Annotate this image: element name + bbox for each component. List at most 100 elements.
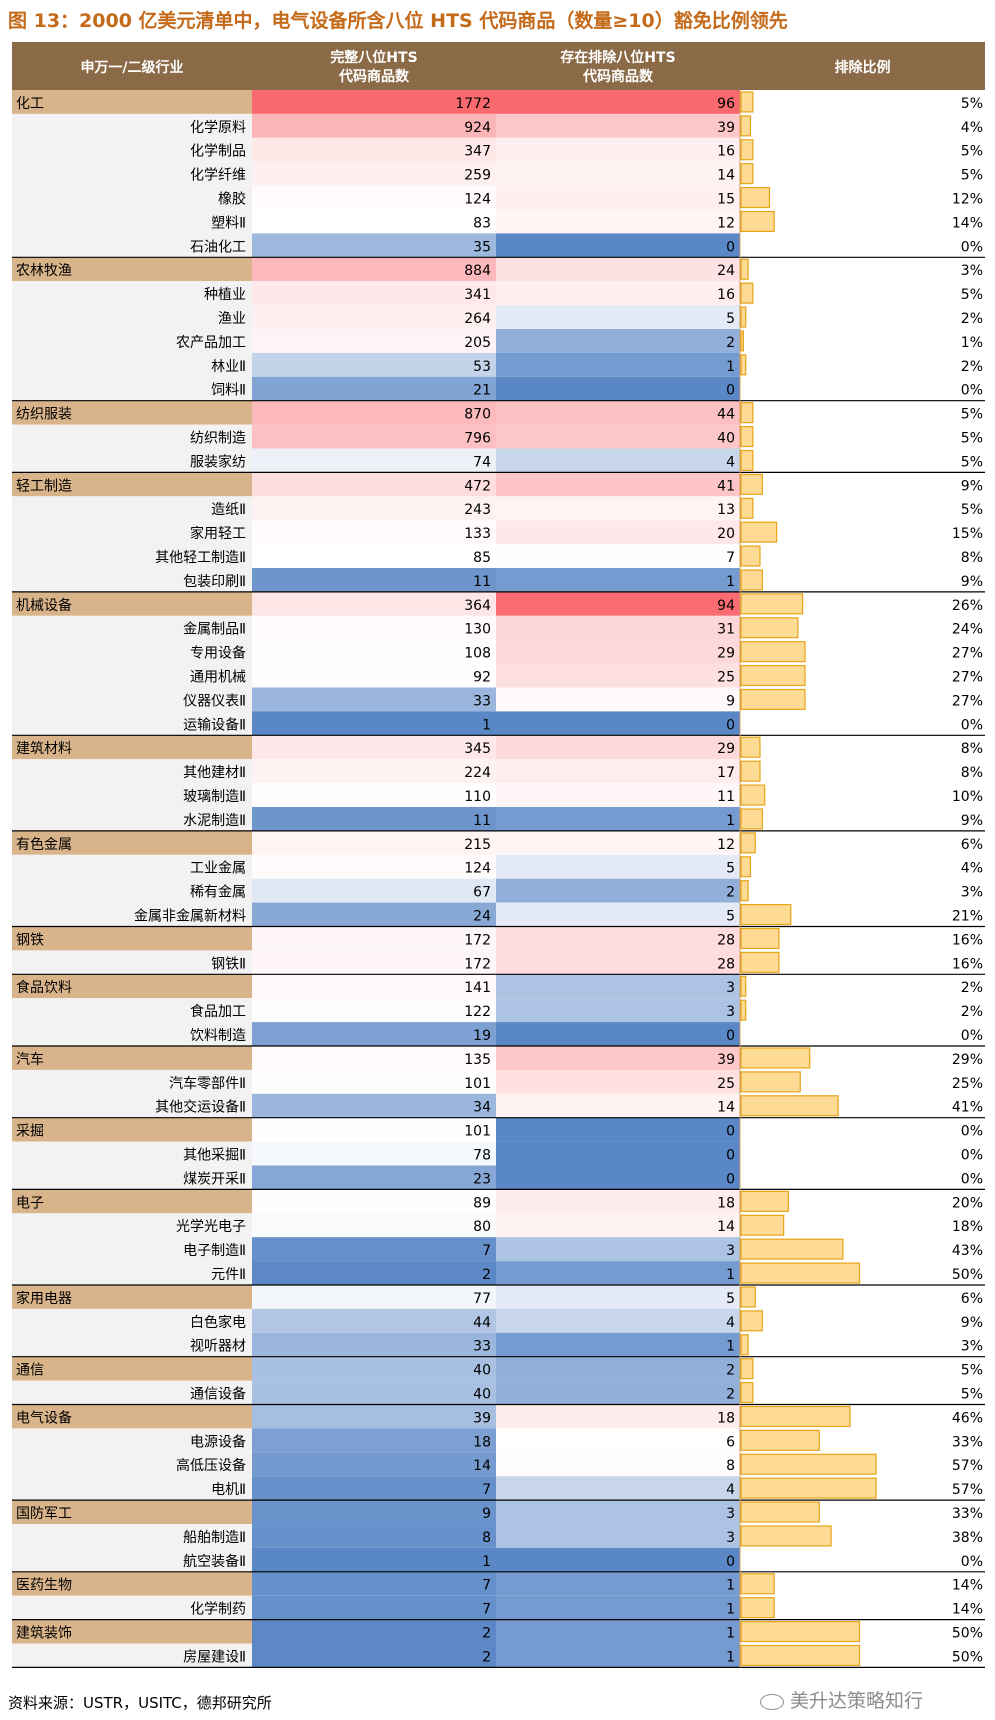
total-cell [252, 1332, 496, 1357]
ratio-bar [740, 903, 792, 926]
total-value: 18 [473, 1434, 491, 1450]
ratio-value: 12% [952, 192, 983, 208]
industry-label: 橡胶 [218, 191, 246, 208]
total-value: 345 [464, 741, 491, 757]
total-cell [252, 1093, 496, 1118]
total-value: 364 [464, 598, 491, 614]
industry-cell [12, 257, 252, 282]
ratio-bar [740, 1620, 861, 1643]
total-cell [252, 1547, 496, 1572]
ratio-value: 33% [952, 1506, 983, 1522]
ratio-value: 2% [961, 311, 983, 327]
excluded-cell [496, 663, 740, 688]
total-cell [252, 615, 496, 640]
excluded-value: 3 [726, 1530, 735, 1546]
ratio-bar [740, 927, 780, 949]
total-cell [252, 735, 496, 760]
excluded-cell [496, 950, 740, 975]
industry-cell [12, 161, 252, 186]
industry-cell [12, 1595, 252, 1620]
ratio-value: 14% [952, 1602, 983, 1618]
excluded-value: 6 [726, 1434, 735, 1450]
ratio-value: 27% [952, 670, 983, 686]
excluded-value: 1 [726, 1267, 735, 1283]
industry-cell [12, 950, 252, 975]
excluded-value: 0 [726, 239, 735, 255]
ratio-bar [740, 999, 747, 1021]
ratio-bar [740, 880, 749, 902]
excluded-cell [496, 591, 740, 616]
excluded-value: 5 [726, 909, 735, 925]
ratio-value: 0% [961, 239, 983, 255]
total-cell [252, 472, 496, 497]
data-table: 申万一/二级行业 完整八位HTS 代码商品数 存在排除八位HTS 代码商品数 排除比例化工… [12, 42, 985, 1669]
excluded-cell [496, 974, 740, 999]
industry-label: 电子制造Ⅱ [183, 1243, 246, 1259]
total-cell [252, 663, 496, 688]
ratio-bar [740, 1429, 820, 1451]
industry-cell [12, 209, 252, 234]
excluded-value: 3 [726, 980, 735, 996]
excluded-value: 2 [726, 335, 735, 351]
total-cell [252, 113, 496, 138]
industry-cell [12, 1069, 252, 1094]
excluded-value: 1 [726, 1602, 735, 1618]
total-cell [252, 1046, 496, 1070]
excluded-value: 18 [717, 1410, 735, 1426]
excluded-cell [496, 1213, 740, 1238]
industry-label: 通用机械 [190, 670, 246, 686]
excluded-value: 2 [726, 1363, 735, 1379]
total-value: 35 [473, 239, 491, 255]
ratio-value: 14% [952, 215, 983, 231]
industry-cell [12, 1141, 252, 1166]
ratio-bar [740, 1095, 839, 1117]
ratio-bar [740, 449, 754, 471]
total-cell [252, 352, 496, 377]
ratio-value: 10% [952, 789, 983, 805]
excluded-cell [496, 1261, 740, 1285]
industry-cell [12, 615, 252, 640]
industry-label: 纺织制造 [190, 431, 246, 447]
total-cell [252, 1500, 496, 1524]
excluded-cell [496, 639, 740, 664]
total-value: 224 [464, 765, 491, 781]
ratio-value: 24% [952, 622, 983, 638]
excluded-value: 20 [717, 526, 735, 542]
ratio-value: 0% [961, 717, 983, 733]
total-cell [252, 711, 496, 736]
excluded-value: 0 [726, 383, 735, 399]
excluded-cell [496, 257, 740, 282]
excluded-cell [496, 830, 740, 855]
ratio-bar [740, 569, 763, 591]
ratio-value: 5% [961, 287, 983, 303]
excluded-value: 41 [717, 478, 735, 494]
ratio-value: 6% [961, 1291, 983, 1307]
industry-cell [12, 1285, 252, 1309]
total-cell [252, 1117, 496, 1142]
excluded-cell [496, 1141, 740, 1166]
ratio-bar [740, 1286, 756, 1308]
excluded-value: 39 [717, 1052, 735, 1068]
industry-cell [12, 1380, 252, 1405]
excluded-value: 14 [717, 1100, 735, 1116]
ratio-bar [740, 282, 754, 304]
industry-cell [12, 281, 252, 306]
industry-cell [12, 1524, 252, 1548]
industry-cell [12, 639, 252, 664]
total-value: 77 [473, 1291, 491, 1307]
excluded-value: 25 [717, 670, 735, 686]
total-cell [252, 591, 496, 616]
industry-cell [12, 711, 252, 736]
excluded-cell [496, 1404, 740, 1429]
total-value: 44 [473, 1315, 491, 1331]
total-value: 130 [464, 622, 491, 638]
ratio-value: 0% [961, 1028, 983, 1044]
total-cell [252, 448, 496, 473]
excluded-cell [496, 568, 740, 592]
ratio-bar [740, 163, 754, 185]
ratio-value: 0% [961, 1171, 983, 1187]
excluded-value: 5 [726, 311, 735, 327]
industry-cell [12, 926, 252, 951]
total-cell [252, 1165, 496, 1190]
industry-cell [12, 759, 252, 784]
